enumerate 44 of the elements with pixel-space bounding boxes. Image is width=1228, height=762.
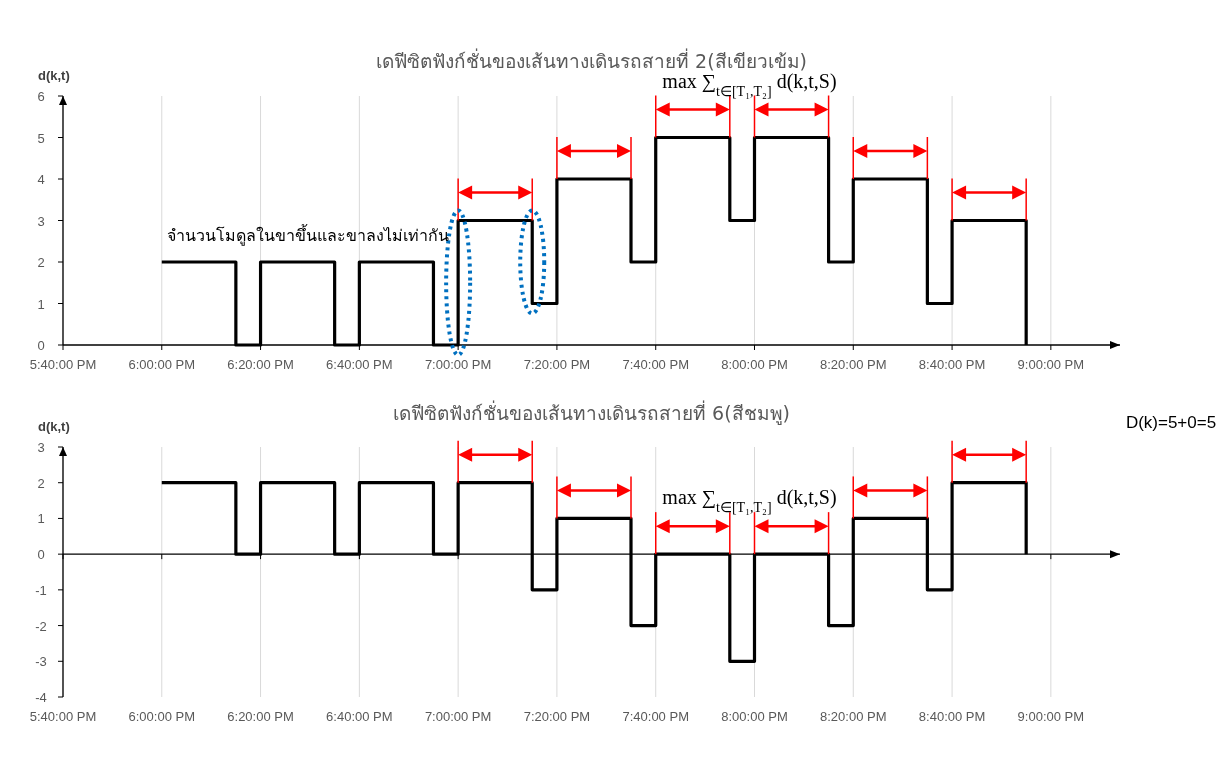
x-tick-label: 6:00:00 PM <box>128 357 196 372</box>
y-tick-label: 3 <box>37 213 45 229</box>
annotation: จำนวนโมดูลในขาขึ้นและขาลงไม่เท่ากัน <box>166 224 449 247</box>
x-tick-label: 9:00:00 PM <box>1017 709 1085 724</box>
y-axis-title: d(k,t) <box>38 419 70 434</box>
y-axis-title: d(k,t) <box>38 68 70 83</box>
y-tick-label: 1 <box>37 296 45 312</box>
x-tick-label: 6:20:00 PM <box>227 709 294 724</box>
x-tick-label: 8:00:00 PM <box>721 709 788 724</box>
x-tick-label: 9:00:00 PM <box>1017 357 1085 372</box>
text: D(k)=5+0=5 <box>1125 413 1217 432</box>
y-tick-label: 5 <box>37 130 45 146</box>
x-tick-label: 8:20:00 PM <box>820 709 887 724</box>
y-tick-label: 2 <box>37 475 45 491</box>
y-tick-label: 4 <box>37 172 45 187</box>
y-tick-label: -4 <box>35 690 47 705</box>
x-tick-label: 5:40:00 PM <box>29 709 97 724</box>
y-tick-label: 0 <box>37 338 45 353</box>
chart-title: เดฟีซิตฟังก์ชั่นของเส้นทางเดินรถสายที่ 6(สีชมพู) <box>393 400 790 425</box>
x-tick-label: 8:40:00 PM <box>918 709 986 724</box>
chart-title: เดฟีซิตฟังก์ชั่นของเส้นทางเดินรถสายที่ 2(สีเขียวเข้ม) <box>376 48 807 72</box>
y-tick-label: -3 <box>35 654 47 670</box>
x-tick-label: 8:20:00 PM <box>820 357 887 372</box>
x-tick-label: 6:40:00 PM <box>326 709 393 724</box>
x-tick-label: 8:00:00 PM <box>721 357 788 372</box>
x-tick-label: 6:20:00 PM <box>227 357 294 372</box>
x-tick-label: 6:00:00 PM <box>128 709 196 724</box>
x-tick-label: 8:40:00 PM <box>918 357 986 372</box>
x-tick-label: 7:00:00 PM <box>424 357 492 372</box>
y-tick-label: 3 <box>37 440 45 455</box>
x-tick-label: 7:40:00 PM <box>622 357 689 372</box>
x-tick-label: 6:40:00 PM <box>326 357 393 372</box>
x-tick-label: 7:20:00 PM <box>523 357 591 372</box>
x-tick-label: 7:00:00 PM <box>424 709 492 724</box>
x-tick-label: 7:20:00 PM <box>523 709 591 724</box>
y-tick-label: -1 <box>35 582 47 598</box>
annotation: max ∑$_{t∈[T₁,T₂]}$ d(k,t,S) <box>662 486 837 515</box>
x-tick-label: 5:40:00 PM <box>29 357 97 372</box>
y-tick-label: 2 <box>37 255 45 270</box>
y-tick-label: -2 <box>35 618 47 634</box>
y-tick-label: 0 <box>37 547 45 563</box>
x-tick-label: 7:40:00 PM <box>622 709 689 724</box>
y-tick-label: 1 <box>37 511 45 527</box>
y-tick-label: 6 <box>37 89 45 104</box>
